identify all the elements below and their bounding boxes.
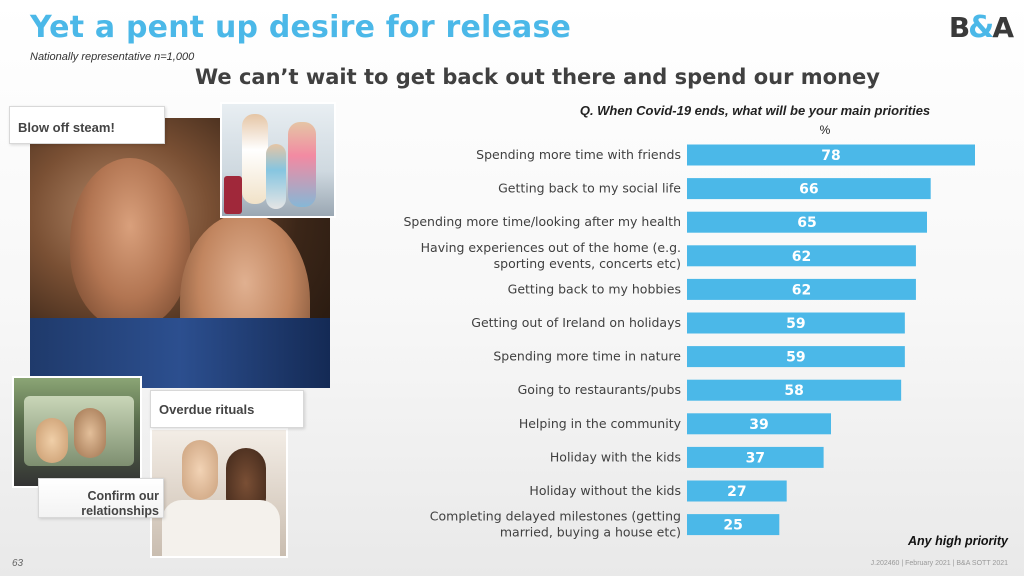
bar-value-0: 78 <box>821 148 840 164</box>
bar-value-5: 59 <box>786 316 805 332</box>
sample-note: Nationally representative n=1,000 <box>30 51 195 63</box>
bar-10 <box>687 480 787 502</box>
footer-reference: J.202460 | February 2021 | B&A SOTT 2021 <box>870 560 1008 567</box>
bar-7 <box>687 379 902 401</box>
friends-chatting-photo <box>150 428 288 558</box>
bar-label-5: Getting out of Ireland on holidays <box>471 315 681 330</box>
bar-value-1: 66 <box>799 182 818 198</box>
bar-1 <box>687 178 931 200</box>
page-number: 63 <box>12 558 24 569</box>
tag-confirm-line-2: relationships <box>81 504 159 518</box>
logo-ampersand: & <box>968 10 994 45</box>
logo-letter-b: B <box>948 11 970 44</box>
bar-label-3: Having experiences out of the home (e.g.… <box>421 240 681 271</box>
tag-confirm-relationships: Confirm our relationships <box>38 478 164 518</box>
bar-2 <box>687 211 927 233</box>
bar-value-7: 58 <box>784 383 803 399</box>
bar-label-0: Spending more time with friends <box>476 147 681 162</box>
friends-in-car-photo <box>12 376 142 488</box>
bar-0 <box>687 144 975 166</box>
bar-3 <box>687 245 916 267</box>
bar-value-3: 62 <box>792 249 811 265</box>
bar-label-10: Holiday without the kids <box>529 483 681 498</box>
bar-label-9: Holiday with the kids <box>550 449 681 464</box>
bar-value-6: 59 <box>786 350 805 366</box>
bar-label-2: Spending more time/looking after my heal… <box>404 214 682 229</box>
bar-4 <box>687 278 916 300</box>
bar-value-4: 62 <box>792 282 811 298</box>
bar-label-7: Going to restaurants/pubs <box>518 382 681 397</box>
bar-value-10: 27 <box>727 484 746 500</box>
bar-value-2: 65 <box>797 215 816 231</box>
bar-value-9: 37 <box>746 450 765 466</box>
slide-title: Yet a pent up desire for release <box>30 10 572 45</box>
bar-8 <box>687 413 831 435</box>
bar-value-11: 25 <box>723 518 742 534</box>
chart-question: Q. When Covid-19 ends, what will be your… <box>579 103 931 118</box>
bar-11 <box>687 514 780 536</box>
bar-label-4: Getting back to my hobbies <box>508 281 681 296</box>
bar-label-8: Helping in the community <box>519 416 682 431</box>
brand-logo: B&A <box>948 10 1014 45</box>
family-travel-photo <box>220 102 336 218</box>
chart-unit-label: % <box>819 123 831 137</box>
logo-letter-a: A <box>992 11 1014 44</box>
tag-blow-off-steam: Blow off steam! <box>9 106 165 144</box>
bar-label-1: Getting back to my social life <box>498 181 681 196</box>
bar-9 <box>687 446 824 468</box>
bar-5 <box>687 312 905 334</box>
tag-confirm-line-1: Confirm our <box>87 489 159 503</box>
headline: We can’t wait to get back out there and … <box>195 65 880 89</box>
chart-note: Any high priority <box>908 534 1008 548</box>
bar-6 <box>687 346 905 368</box>
bar-label-11: Completing delayed milestones (getting ma… <box>430 509 681 540</box>
tag-overdue-rituals: Overdue rituals <box>150 390 304 428</box>
bar-label-6: Spending more time in nature <box>493 349 681 364</box>
bar-value-8: 39 <box>749 417 768 433</box>
